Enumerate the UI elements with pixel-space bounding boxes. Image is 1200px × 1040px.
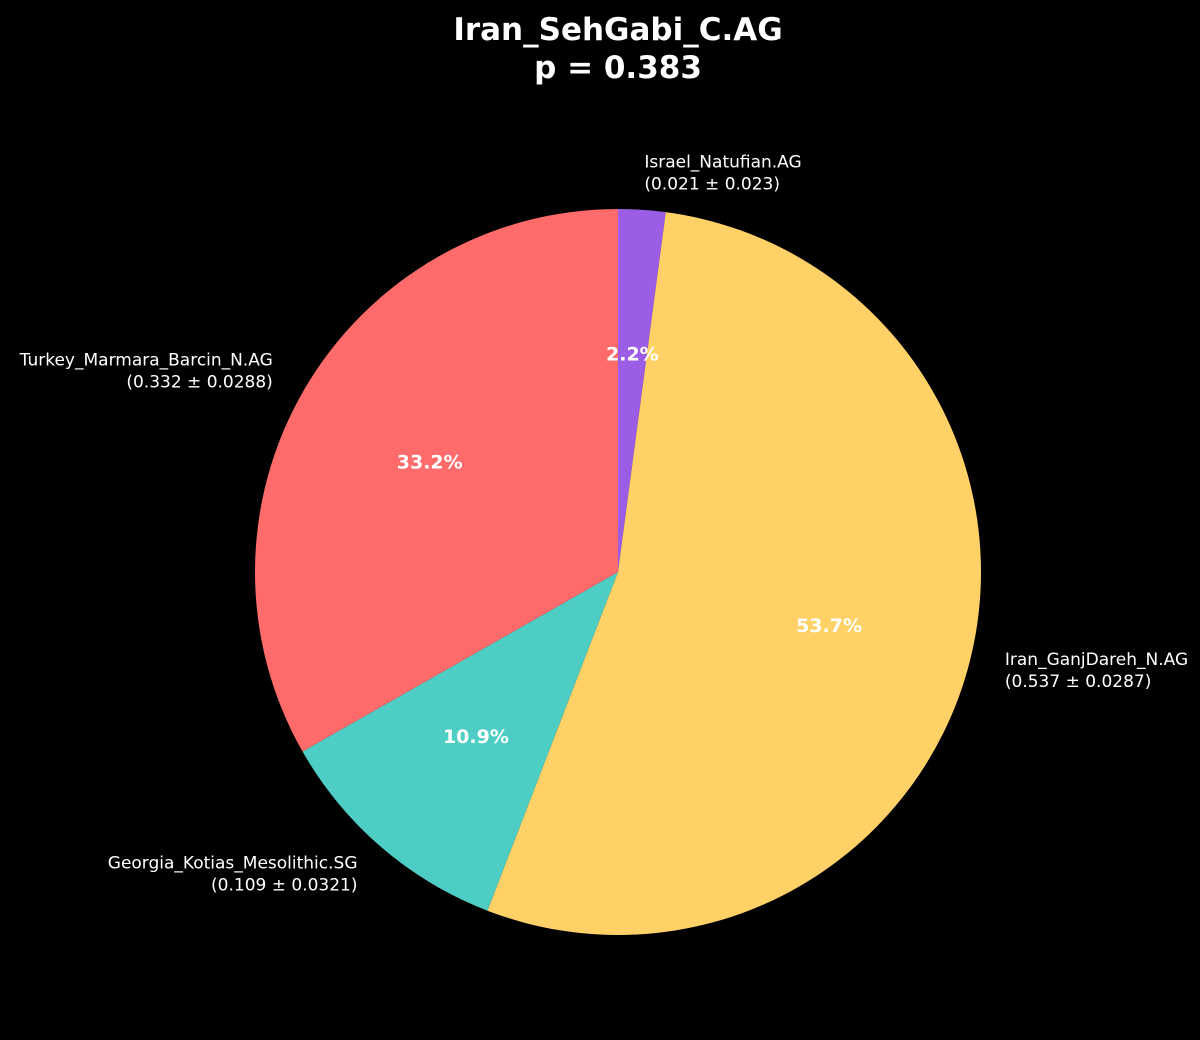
- percent-label-iran-ganjdareh-n-ag: 53.7%: [796, 615, 862, 637]
- chart-title: Iran_SehGabi_C.AG: [453, 12, 782, 48]
- slice-name-israel-natufian-ag: Israel_Natufian.AG: [644, 153, 801, 173]
- pie-slice-turkey-marmara-barcin-n-ag: [254, 209, 618, 752]
- percent-label-israel-natufian-ag: 2.2%: [606, 344, 659, 366]
- chart-subtitle: p = 0.383: [534, 50, 702, 86]
- pie-slices: [254, 209, 981, 935]
- slice-detail-turkey-marmara-barcin-n-ag: (0.332 ± 0.0288): [126, 372, 272, 392]
- slice-detail-georgia-kotias-mesolithic-sg: (0.109 ± 0.0321): [211, 876, 357, 896]
- pie-slice-israel-natufian-ag: [618, 209, 666, 572]
- pie-slice-iran-ganjdareh-n-ag: [487, 212, 981, 935]
- percent-labels: 2.2% 53.7% 10.9% 33.2%: [397, 344, 862, 748]
- slice-labels: Israel_Natufian.AG(0.021 ± 0.023) Iran_Ga…: [19, 153, 1188, 896]
- slice-name-iran-ganjdareh-n-ag: Iran_GanjDareh_N.AG: [1005, 650, 1188, 670]
- percent-label-turkey-marmara-barcin-n-ag: 33.2%: [397, 452, 463, 474]
- slice-name-turkey-marmara-barcin-n-ag: Turkey_Marmara_Barcin_N.AG: [19, 350, 273, 370]
- slice-detail-israel-natufian-ag: (0.021 ± 0.023): [644, 175, 780, 195]
- slice-name-georgia-kotias-mesolithic-sg: Georgia_Kotias_Mesolithic.SG: [108, 854, 358, 874]
- pie-slice-georgia-kotias-mesolithic-sg: [302, 572, 618, 911]
- slice-detail-iran-ganjdareh-n-ag: (0.537 ± 0.0287): [1005, 672, 1151, 692]
- percent-label-georgia-kotias-mesolithic-sg: 10.9%: [443, 726, 509, 748]
